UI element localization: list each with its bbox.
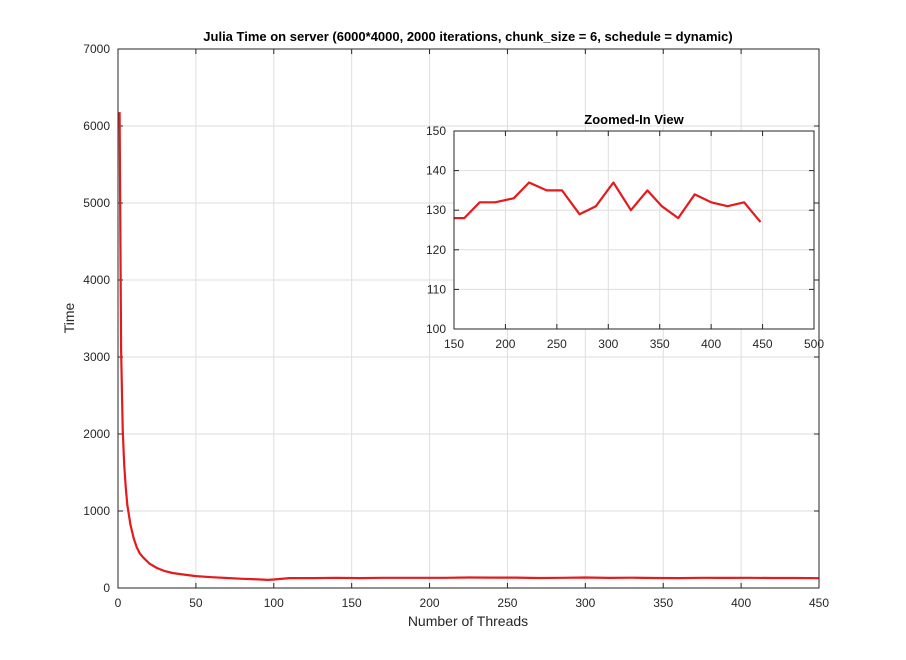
main-series <box>118 112 820 582</box>
inset-background <box>454 131 814 329</box>
inset-y-tick-label: 120 <box>426 243 446 257</box>
main-y-tick-label: 0 <box>103 581 110 595</box>
main-x-tick-label: 100 <box>264 596 284 610</box>
inset-y-tick-label: 150 <box>426 124 446 138</box>
main-x-tick-label: 400 <box>731 596 751 610</box>
inset-y-tick-label: 130 <box>426 203 446 217</box>
inset-y-tick-label: 100 <box>426 322 446 336</box>
main-x-tick-label: 450 <box>809 596 829 610</box>
inset-chart: 150 200 250 300 350 400 450 500 100 110 120 130 140 1… <box>426 112 824 351</box>
main-y-tick-label: 5000 <box>83 196 110 210</box>
inset-ticks: 150 200 250 300 350 400 450 500 100 110 120 130 140 1… <box>426 124 824 351</box>
inset-x-tick-label: 500 <box>804 337 824 351</box>
main-series-line <box>118 112 820 582</box>
main-x-tick-label: 0 <box>115 596 122 610</box>
main-y-tick-label: 1000 <box>83 504 110 518</box>
main-x-tick-label: 150 <box>342 596 362 610</box>
main-y-tick-label: 6000 <box>83 119 110 133</box>
main-y-tick-label: 4000 <box>83 273 110 287</box>
main-ticks: 0 50 100 150 200 250 300 350 400 4500100020003000… <box>83 42 829 610</box>
main-y-tick-label: 3000 <box>83 350 110 364</box>
main-y-tick-label: 7000 <box>83 42 110 56</box>
inset-x-tick-label: 300 <box>598 337 618 351</box>
inset-series-line <box>454 181 762 223</box>
main-plot-frame <box>117 48 820 589</box>
main-chart-title: Julia Time on server (6000*4000, 2000 it… <box>203 29 732 44</box>
main-y-tick-label: 2000 <box>83 427 110 441</box>
main-x-tick-label: 50 <box>189 596 203 610</box>
inset-y-tick-label: 140 <box>426 164 446 178</box>
inset-x-tick-label: 200 <box>495 337 515 351</box>
main-y-axis-label: Time <box>61 302 77 333</box>
inset-y-tick-label: 110 <box>427 282 446 296</box>
inset-x-tick-label: 150 <box>444 337 464 351</box>
inset-x-tick-label: 450 <box>753 337 773 351</box>
inset-series <box>454 181 762 223</box>
inset-x-tick-label: 400 <box>701 337 721 351</box>
main-x-axis-label: Number of Threads <box>408 613 528 629</box>
main-x-tick-label: 250 <box>497 596 517 610</box>
inset-plot-frame <box>453 130 815 330</box>
inset-x-tick-label: 250 <box>547 337 567 351</box>
inset-x-tick-label: 350 <box>650 337 670 351</box>
main-x-tick-label: 200 <box>420 596 440 610</box>
main-x-tick-label: 300 <box>575 596 595 610</box>
inset-chart-title: Zoomed-In View <box>584 112 684 127</box>
main-x-tick-label: 350 <box>653 596 673 610</box>
